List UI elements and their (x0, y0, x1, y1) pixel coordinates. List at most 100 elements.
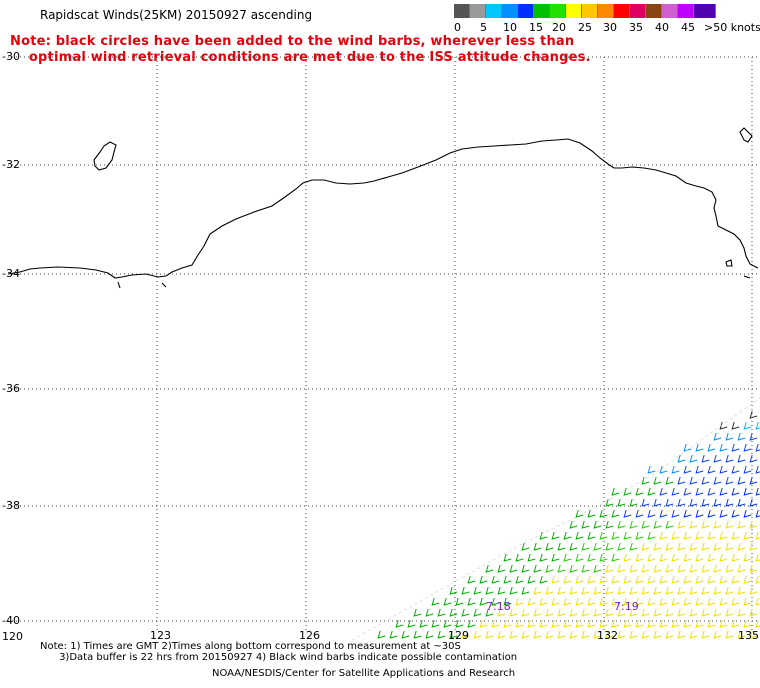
wind-barb (395, 619, 404, 628)
wind-barb (695, 487, 704, 496)
wind-barb (695, 553, 704, 562)
wind-barb (509, 630, 518, 639)
wind-barb (617, 586, 626, 595)
wind-barb (683, 619, 692, 628)
wind-barb (653, 476, 662, 485)
wind-barb (635, 575, 644, 584)
wind-barb (725, 476, 734, 485)
wind-barb (569, 542, 578, 551)
wind-barb (665, 542, 674, 551)
wind-barb (545, 608, 554, 617)
wind-barb (737, 520, 746, 529)
wind-barb (629, 564, 638, 573)
wind-barb (515, 553, 524, 562)
wind-barb (521, 608, 530, 617)
wind-barb (593, 542, 602, 551)
wind-barb (725, 498, 734, 507)
wind-barb (443, 597, 452, 606)
lon-label: 132 (597, 629, 618, 642)
wind-barb (671, 597, 680, 606)
wind-barb (707, 465, 716, 474)
wind-barb (689, 542, 698, 551)
wind-barb (413, 608, 422, 617)
wind-barb (593, 630, 602, 639)
wind-barb (743, 443, 752, 452)
wind-barb (635, 553, 644, 562)
wind-barb (425, 630, 434, 639)
note-line-1: Note: black circles have been added to t… (10, 34, 575, 49)
wind-barb (617, 630, 626, 639)
wind-barb (563, 553, 572, 562)
wind-barb (611, 487, 620, 496)
wind-barb (707, 597, 716, 606)
wind-barb (635, 597, 644, 606)
wind-barb (749, 410, 758, 419)
wind-barb (695, 597, 704, 606)
wind-barb (617, 608, 626, 617)
wind-barb (665, 608, 674, 617)
legend-swatch (566, 4, 582, 18)
wind-barb (539, 575, 548, 584)
wind-barb (377, 630, 386, 639)
wind-barb (569, 630, 578, 639)
wind-barb (593, 564, 602, 573)
wind-barb (749, 608, 758, 617)
wind-barb (515, 619, 524, 628)
wind-barb (641, 520, 650, 529)
wind-barb (749, 498, 758, 507)
wind-barb (689, 520, 698, 529)
swath-edge (351, 397, 760, 641)
wind-barb (731, 465, 740, 474)
time-label: 7:19 (614, 600, 639, 613)
lon-label: 129 (448, 629, 469, 642)
wind-barb (737, 498, 746, 507)
legend-swatch (598, 4, 614, 18)
wind-barb (707, 509, 716, 518)
wind-barbs (377, 410, 760, 639)
wind-barb (635, 509, 644, 518)
lat-label: -38 (2, 499, 20, 512)
wind-barb (671, 509, 680, 518)
wind-barb (587, 531, 596, 540)
wind-barb (701, 476, 710, 485)
wind-barb (605, 498, 614, 507)
wind-barb (665, 564, 674, 573)
wind-barb (575, 509, 584, 518)
wind-barb (473, 608, 482, 617)
wind-barb (725, 432, 734, 441)
wind-barb (743, 619, 752, 628)
legend-swatch (678, 4, 694, 18)
wind-barb (737, 542, 746, 551)
wind-barb (671, 487, 680, 496)
wind-barb (641, 498, 650, 507)
wind-barb (527, 619, 536, 628)
wind-barb (689, 630, 698, 639)
wind-barb (641, 564, 650, 573)
lat-label: -36 (2, 382, 20, 395)
wind-barb (581, 586, 590, 595)
wind-barb (455, 619, 464, 628)
wind-barb (707, 619, 716, 628)
wind-barb (431, 597, 440, 606)
wind-barb (659, 465, 668, 474)
wind-barb (677, 586, 686, 595)
credit-line: NOAA/NESDIS/Center for Satellite Applica… (212, 668, 516, 679)
wind-barb (731, 575, 740, 584)
map-grid (8, 56, 760, 630)
wind-barb (647, 531, 656, 540)
wind-barb (575, 597, 584, 606)
wind-barb (743, 509, 752, 518)
wind-barb (701, 542, 710, 551)
wind-barb (629, 520, 638, 529)
wind-barb (743, 487, 752, 496)
wind-barb (707, 575, 716, 584)
wind-barb (629, 542, 638, 551)
wind-barb (683, 553, 692, 562)
wind-barb (605, 586, 614, 595)
wind-barb (683, 443, 692, 452)
wind-barb (533, 630, 542, 639)
wind-barb (701, 454, 710, 463)
wind-barb (695, 509, 704, 518)
wind-barb (533, 586, 542, 595)
wind-barb (653, 608, 662, 617)
